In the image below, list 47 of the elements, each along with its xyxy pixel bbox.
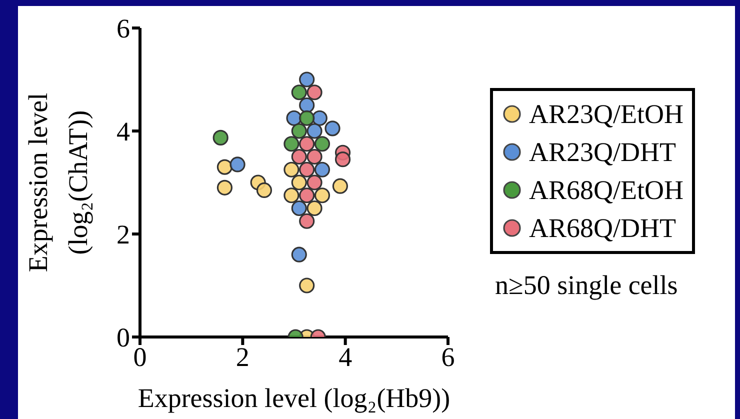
point — [314, 188, 330, 204]
point — [216, 180, 232, 196]
y-tick-label: 6 — [116, 14, 130, 44]
point — [306, 200, 322, 216]
y-tick-label: 0 — [116, 322, 130, 353]
x-tick-label: 2 — [236, 342, 250, 372]
legend-label: AR23Q/DHT — [529, 136, 676, 169]
point — [256, 182, 272, 198]
legend-label: AR68Q/DHT — [529, 212, 676, 245]
x-tick-label: 4 — [338, 342, 353, 372]
point — [291, 123, 307, 139]
point — [230, 156, 246, 172]
point — [291, 84, 307, 100]
point — [299, 162, 315, 178]
point — [212, 130, 228, 146]
y-tick-label: 2 — [116, 220, 130, 250]
point — [291, 200, 307, 216]
point — [332, 178, 348, 194]
x-axis-title: Expression level (log₂(Hb9)) — [138, 383, 450, 413]
point — [306, 123, 322, 139]
y-tick-label: 4 — [116, 116, 130, 147]
legend-label: AR68Q/EtOH — [529, 174, 684, 207]
point — [299, 213, 315, 229]
point — [306, 148, 322, 165]
point — [284, 136, 300, 152]
y-axis-title: Expression level (log₂(ChAT)) — [23, 92, 93, 272]
point — [299, 188, 315, 204]
point — [299, 110, 315, 126]
point — [314, 136, 330, 152]
point — [299, 72, 315, 88]
point — [284, 162, 300, 178]
point — [334, 152, 351, 168]
point — [216, 159, 232, 175]
point — [291, 174, 307, 190]
point — [291, 148, 307, 165]
point — [284, 188, 300, 204]
legend-label: AR23Q/EtOH — [529, 98, 684, 131]
point — [306, 174, 322, 190]
text: n≥50 single cells — [495, 270, 678, 301]
point — [299, 97, 315, 114]
point — [299, 136, 315, 152]
point — [299, 278, 315, 294]
point — [291, 246, 307, 262]
point — [314, 162, 330, 178]
x-tick-label: 6 — [441, 342, 455, 372]
point — [306, 84, 322, 100]
point — [324, 120, 340, 136]
